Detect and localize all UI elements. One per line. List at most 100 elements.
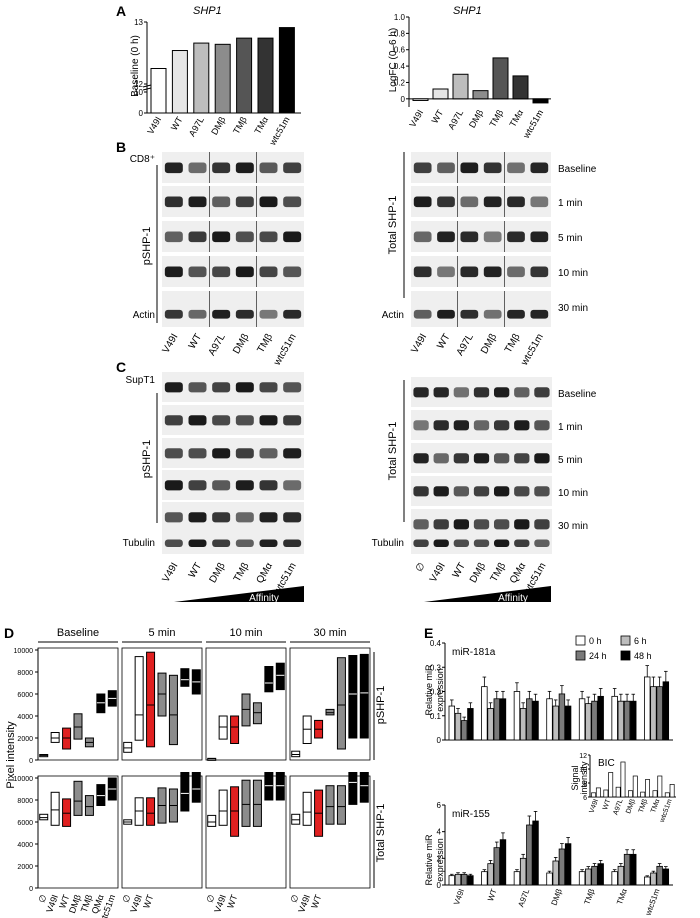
chart-e-inset-xtick-label: A97L	[612, 798, 624, 816]
chart-e-inset-xtick-label: WT	[602, 798, 613, 811]
chart-d-box	[336, 657, 346, 750]
blot-b-right-total-band	[413, 196, 432, 208]
chart-e-top-bar	[513, 691, 521, 741]
blot-c-left-pshp1-band	[164, 480, 183, 491]
chart-e-top-bar	[597, 695, 604, 741]
blot-b-left-group-label: pSHP-1	[141, 227, 153, 266]
chart-e-inset-xtick-label: TMα	[650, 798, 661, 814]
chart-d-xtick-label: ∅	[205, 893, 217, 904]
chart-d-group-label: Baseline	[57, 627, 99, 639]
chart-e-top-bar	[630, 700, 637, 741]
blot-b-right-total-band	[483, 266, 502, 278]
blot-c-right-total-band	[493, 387, 510, 398]
chart-d-box	[325, 785, 335, 825]
chart-e-top-bar	[623, 700, 631, 741]
chart-a-left-xtick-label: TMβ	[231, 115, 249, 136]
blot-b-left-actin-band	[188, 309, 207, 319]
chart-a-left-xtick-label: WT	[169, 115, 185, 133]
blot-c-left-tubulin-band	[212, 539, 231, 547]
chart-d-ylabel: Pixel intensity	[5, 721, 17, 789]
chart-a-right-bar	[532, 98, 549, 104]
blot-c-right-lane-label: DMβ	[468, 561, 488, 585]
blot-c-left-pshp1-band	[259, 448, 278, 459]
chart-a-right-xtick-label: TMα	[507, 108, 525, 129]
chart-d-row-label: pSHP-1	[375, 686, 387, 725]
chart-e-inset-ytick-label: 6	[583, 795, 587, 802]
blot-b-left-actin-band	[164, 309, 183, 319]
blot-c-right-affinity-label: Affinity	[498, 593, 528, 604]
blot-b-right-actin-bg	[411, 301, 551, 327]
blot-c-left-pshp1-band	[164, 448, 183, 459]
chart-a-left-axis-break	[142, 87, 152, 91]
chart-d-box	[157, 672, 167, 717]
chart-e-bot-bar	[558, 848, 566, 886]
blot-c-timepoint-label: 1 min	[558, 422, 582, 433]
chart-e-inset-bar	[603, 789, 609, 798]
blot-b-right-actin-band	[413, 309, 432, 319]
blot-c-right-total-band	[534, 420, 550, 431]
chart-e-inset-bar	[608, 772, 614, 798]
chart-e-bot-bar	[487, 863, 494, 886]
blot-c-left-pshp1-band	[283, 448, 302, 459]
blot-b-left-pshp1-band	[164, 266, 183, 278]
blot-c-right-lane-label: WT	[451, 561, 468, 580]
chart-e-top-bar	[591, 700, 598, 741]
blot-c-right-group-label: Total SHP-1	[387, 422, 399, 481]
chart-e-top-bar	[656, 686, 663, 741]
blot-b-right-total-band	[530, 231, 549, 243]
blot-b-left-pshp1-band	[212, 162, 231, 174]
blot-c-left-pshp1-band	[164, 382, 183, 393]
chart-d-box	[96, 784, 106, 806]
chart-d-group-frame	[289, 775, 371, 889]
chart-a-left-xtick-label: DMβ	[209, 115, 227, 137]
chart-a-left-xtick-label: V49I	[145, 115, 163, 136]
chart-a-left-axis-break	[142, 84, 152, 88]
chart-d-xtick-label: ∅	[37, 893, 49, 904]
blot-b-left-pshp1-band	[188, 162, 207, 174]
blot-b-right-total-band	[460, 231, 479, 243]
chart-e-inset-ytick-label: 8	[583, 781, 587, 788]
blot-b-right-total-band	[507, 231, 525, 243]
blot-c-right-total-band	[433, 519, 449, 530]
chart-e-top-ylabel-2: expression	[435, 668, 445, 712]
chart-a-left-ytick-label: 0	[139, 109, 144, 118]
blot-b-right-total-band	[483, 231, 502, 243]
chart-e-top-bar	[448, 705, 455, 741]
chart-e-top-bar	[499, 698, 507, 741]
blot-c-left-tubulin-band	[235, 539, 254, 547]
chart-e-bot-bar	[578, 871, 586, 886]
chart-d-box	[230, 786, 240, 837]
blot-b-right-total-band	[507, 196, 525, 208]
blot-c-left-lane-label: V49I	[161, 561, 181, 584]
chart-d-ytick-label: 2000	[17, 736, 33, 743]
blot-b-right-total-bg	[411, 186, 551, 217]
blot-c-left-tubulin-bg	[162, 532, 304, 554]
blot-b-left-pshp1-band	[212, 231, 231, 243]
chart-a-left-bar	[257, 37, 274, 114]
chart-e-inset-ytick-label: 12	[579, 753, 587, 760]
chart-a-left-bar	[193, 42, 210, 114]
chart-d-box	[302, 791, 312, 826]
chart-e-bot-bar	[493, 847, 500, 886]
chart-e-inset-bar	[664, 792, 670, 798]
chart-e-top-bar	[617, 700, 625, 741]
blot-b-timepoint-label: 30 min	[558, 303, 588, 314]
blot-c-left-pshp1-bg	[162, 372, 304, 402]
blot-b-left-pshp1-band	[212, 196, 231, 208]
panel-label-c: C	[116, 359, 126, 375]
blot-c-right-total-band	[413, 486, 429, 497]
blot-c-right-tubulin-band	[473, 539, 490, 547]
chart-e-bot-bar	[481, 871, 488, 886]
chart-e-bot-xtick-label: WT	[486, 887, 499, 902]
blot-c-right-total-band	[453, 453, 470, 464]
chart-e-top-bar	[546, 698, 553, 741]
blot-b-left-lane-label: DMβ	[231, 332, 251, 356]
chart-a-right-ytick-label: 0.4	[394, 62, 406, 71]
chart-d-ytick-label: 8000	[17, 670, 33, 677]
blot-b-left-pshp1-band	[164, 196, 183, 208]
blot-b-left-pshp1-band	[259, 196, 278, 208]
blot-c-left-pshp1-band	[235, 512, 254, 523]
